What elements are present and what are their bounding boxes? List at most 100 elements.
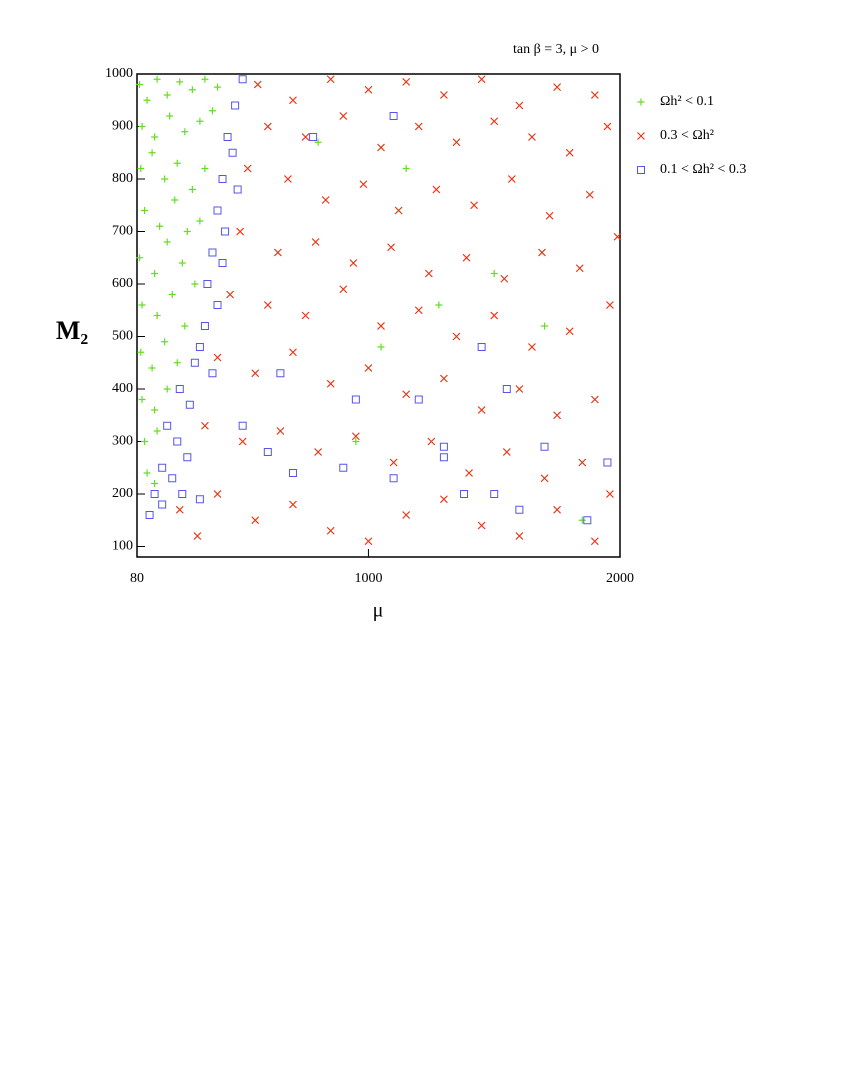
- point: [208, 248, 217, 257]
- legend-label: 0.1 < Ωh² < 0.3: [660, 162, 746, 177]
- point: [253, 80, 262, 89]
- point: [284, 175, 292, 183]
- point: [151, 480, 159, 487]
- y-tick-label: 300: [112, 434, 133, 449]
- point: [238, 437, 247, 446]
- point: [477, 406, 486, 414]
- point: [163, 421, 172, 430]
- point: [276, 369, 285, 378]
- point: [138, 396, 146, 403]
- point: [565, 327, 574, 336]
- y-tick-label: 700: [112, 224, 133, 239]
- y-axis-label: M₂: [56, 316, 89, 345]
- point: [565, 148, 574, 157]
- point: [613, 232, 622, 241]
- point: [185, 400, 194, 409]
- point: [502, 385, 511, 393]
- legend-label: Ωh² < 0.1: [660, 94, 714, 109]
- point: [553, 411, 562, 420]
- point: [203, 280, 212, 288]
- y-tick-label: 400: [112, 381, 133, 396]
- point: [176, 78, 184, 86]
- x-tick-label: 1000: [354, 571, 382, 586]
- legend-marker: [637, 132, 645, 140]
- point: [414, 395, 423, 404]
- point: [173, 359, 181, 367]
- point: [148, 149, 156, 157]
- point: [231, 101, 240, 110]
- point: [402, 511, 411, 519]
- point: [221, 227, 230, 236]
- point: [163, 238, 171, 246]
- point: [238, 75, 247, 84]
- point: [553, 83, 562, 92]
- point: [143, 469, 151, 477]
- point: [477, 343, 486, 351]
- point: [389, 458, 398, 467]
- point: [540, 474, 549, 483]
- point: [364, 364, 373, 372]
- point: [178, 259, 186, 267]
- point: [364, 537, 373, 546]
- point: [578, 458, 587, 467]
- point: [590, 91, 599, 99]
- point: [545, 211, 554, 220]
- point: [193, 532, 202, 540]
- point: [439, 374, 448, 383]
- point: [490, 311, 499, 320]
- point: [427, 437, 436, 446]
- point: [515, 532, 524, 540]
- point: [575, 264, 584, 273]
- point: [141, 207, 149, 214]
- legend-marker: [637, 166, 645, 174]
- point: [226, 290, 235, 299]
- point: [314, 138, 322, 146]
- point: [178, 490, 187, 498]
- point: [321, 196, 330, 204]
- point: [402, 390, 411, 399]
- point: [394, 206, 403, 215]
- point: [276, 427, 285, 435]
- point: [223, 133, 232, 141]
- point: [190, 358, 199, 367]
- point: [339, 112, 348, 120]
- point: [251, 516, 260, 525]
- point: [201, 75, 209, 83]
- point: [477, 75, 486, 84]
- point: [243, 164, 252, 173]
- point: [515, 101, 524, 110]
- point: [452, 138, 461, 147]
- point: [213, 206, 222, 215]
- point: [191, 280, 199, 288]
- point: [339, 285, 348, 294]
- point: [173, 437, 182, 446]
- point: [540, 442, 549, 451]
- point: [156, 222, 164, 230]
- point: [181, 128, 189, 136]
- point: [490, 490, 499, 498]
- y-tick-label: 200: [112, 486, 133, 501]
- y-tick-label: 100: [112, 539, 133, 554]
- y-tick-label: 600: [112, 276, 133, 291]
- point: [377, 322, 385, 330]
- point: [389, 474, 398, 483]
- point: [213, 353, 222, 362]
- point: [273, 248, 282, 257]
- point: [301, 311, 310, 320]
- point: [603, 458, 612, 467]
- point: [289, 500, 297, 509]
- point: [364, 85, 373, 94]
- point: [585, 190, 594, 199]
- point: [507, 175, 516, 183]
- point: [171, 196, 179, 204]
- point: [460, 490, 469, 498]
- point: [196, 117, 204, 125]
- point: [145, 511, 154, 519]
- point: [148, 364, 156, 372]
- point: [515, 385, 524, 393]
- point: [173, 159, 181, 167]
- point: [163, 385, 171, 393]
- point: [188, 86, 196, 94]
- point: [326, 379, 335, 388]
- point: [289, 348, 297, 357]
